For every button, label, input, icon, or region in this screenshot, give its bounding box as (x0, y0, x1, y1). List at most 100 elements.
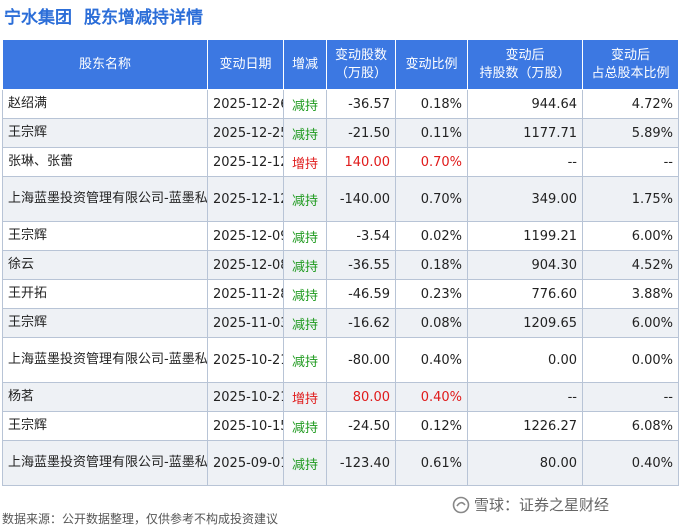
change-shares: -16.62 (326, 308, 396, 338)
change-ratio: 0.70% (395, 176, 468, 222)
after-shares: 349.00 (467, 176, 583, 222)
table-row: 杨茗 2025-10-21 增持 80.00 0.40% -- -- (2, 382, 679, 412)
after-pct: 6.00% (582, 221, 679, 251)
table-row: 赵绍满 2025-12-26 减持 -36.57 0.18% 944.64 4.72% (2, 89, 679, 119)
after-shares: 1209.65 (467, 308, 583, 338)
table-header-row: 股东名称 变动日期 增减 变动股数 （万股） 变动比例 变动后 持股数（万股） 变动… (2, 39, 679, 90)
after-shares: -- (467, 382, 583, 412)
table-row: 上海蓝墨投资管理有限公司-蓝墨私享8号私募证券投资基金2025-10-21减持-… (2, 337, 679, 383)
change-date: 2025-09-01 (207, 440, 284, 486)
shareholder-name: 王宗辉 (2, 118, 208, 148)
table-row: 上海蓝墨投资管理有限公司-蓝墨私享7号私募证券投资基金2025-12-12减持-… (2, 176, 679, 222)
data-source-note: 数据来源：公开数据整理，仅供参考不构成投资建议 (2, 512, 279, 526)
change-type: 减持 (283, 411, 327, 441)
after-pct: 6.00% (582, 308, 679, 338)
col-shareholder: 股东名称 (2, 39, 208, 90)
change-ratio: 0.23% (395, 279, 468, 309)
change-shares: -3.54 (326, 221, 396, 251)
change-date: 2025-10-15 (207, 411, 284, 441)
after-pct: 5.89% (582, 118, 679, 148)
change-date: 2025-11-28 (207, 279, 284, 309)
change-date: 2025-12-12 (207, 176, 284, 222)
after-pct: 0.00% (582, 337, 679, 383)
shareholder-name: 杨茗 (2, 382, 208, 412)
change-type: 减持 (283, 176, 327, 222)
change-shares: -123.40 (326, 440, 396, 486)
change-date: 2025-10-21 (207, 382, 284, 412)
shareholder-name: 赵绍满 (2, 89, 208, 119)
change-shares: -36.57 (326, 89, 396, 119)
change-type: 减持 (283, 279, 327, 309)
after-pct: 6.08% (582, 411, 679, 441)
change-date: 2025-12-26 (207, 89, 284, 119)
change-type: 减持 (283, 118, 327, 148)
change-type: 减持 (283, 308, 327, 338)
after-pct: 4.52% (582, 250, 679, 280)
shareholder-name: 上海蓝墨投资管理有限公司-蓝墨私享7号私募证券投资基金 (2, 176, 208, 222)
shareholder-name: 张琳、张蕾 (2, 147, 208, 177)
page-title: 股东增减持详情 (84, 7, 203, 28)
watermark: 雪球：证券之星财经 (452, 494, 609, 515)
change-date: 2025-12-08 (207, 250, 284, 280)
change-ratio: 0.12% (395, 411, 468, 441)
change-ratio: 0.40% (395, 382, 468, 412)
table-row: 王宗辉 2025-12-09 减持 -3.54 0.02% 1199.21 6.00% (2, 221, 679, 251)
change-ratio: 0.02% (395, 221, 468, 251)
change-type: 减持 (283, 89, 327, 119)
after-pct: -- (582, 147, 679, 177)
after-shares: 0.00 (467, 337, 583, 383)
shareholder-name: 王开拓 (2, 279, 208, 309)
shareholder-name: 王宗辉 (2, 221, 208, 251)
change-type: 减持 (283, 337, 327, 383)
after-shares: 776.60 (467, 279, 583, 309)
change-ratio: 0.08% (395, 308, 468, 338)
change-type: 减持 (283, 250, 327, 280)
col-ratio: 变动比例 (395, 39, 468, 90)
holding-change-table: 股东名称 变动日期 增减 变动股数 （万股） 变动比例 变动后 持股数（万股） 变动… (2, 39, 679, 486)
after-shares: 1199.21 (467, 221, 583, 251)
shareholder-name: 上海蓝墨投资管理有限公司-蓝墨私享8号私募证券投资基金 (2, 337, 208, 383)
after-pct: 1.75% (582, 176, 679, 222)
change-ratio: 0.61% (395, 440, 468, 486)
change-type: 减持 (283, 440, 327, 486)
shareholder-name: 徐云 (2, 250, 208, 280)
shareholder-name: 上海蓝墨投资管理有限公司-蓝墨私享8号私募证券投资基金 (2, 440, 208, 486)
change-type: 增持 (283, 382, 327, 412)
col-after-shares: 变动后 持股数（万股） (467, 39, 583, 90)
table-row: 王宗辉 2025-11-03 减持 -16.62 0.08% 1209.65 6.00% (2, 308, 679, 338)
change-ratio: 0.70% (395, 147, 468, 177)
change-ratio: 0.18% (395, 89, 468, 119)
watermark-text: 雪球：证券之星财经 (474, 496, 610, 514)
page-header: 宁水集团 股东增减持详情 (0, 0, 680, 30)
after-shares: 1177.71 (467, 118, 583, 148)
table-row: 上海蓝墨投资管理有限公司-蓝墨私享8号私募证券投资基金2025-09-01减持-… (2, 440, 679, 486)
table-row: 王开拓 2025-11-28 减持 -46.59 0.23% 776.60 3.88% (2, 279, 679, 309)
change-shares: -80.00 (326, 337, 396, 383)
change-date: 2025-10-21 (207, 337, 284, 383)
shareholder-name: 王宗辉 (2, 308, 208, 338)
change-shares: -46.59 (326, 279, 396, 309)
after-pct: 0.40% (582, 440, 679, 486)
table-row: 王宗辉 2025-10-15 减持 -24.50 0.12% 1226.27 6.08% (2, 411, 679, 441)
after-shares: -- (467, 147, 583, 177)
table-row: 张琳、张蕾 2025-12-12 增持 140.00 0.70% -- -- (2, 147, 679, 177)
change-ratio: 0.18% (395, 250, 468, 280)
change-shares: 80.00 (326, 382, 396, 412)
change-ratio: 0.40% (395, 337, 468, 383)
change-type: 增持 (283, 147, 327, 177)
after-pct: 3.88% (582, 279, 679, 309)
change-shares: 140.00 (326, 147, 396, 177)
after-shares: 904.30 (467, 250, 583, 280)
change-type: 减持 (283, 221, 327, 251)
after-shares: 944.64 (467, 89, 583, 119)
after-pct: -- (582, 382, 679, 412)
col-type: 增减 (283, 39, 327, 90)
col-shares: 变动股数 （万股） (326, 39, 396, 90)
change-ratio: 0.11% (395, 118, 468, 148)
after-shares: 1226.27 (467, 411, 583, 441)
change-shares: -36.55 (326, 250, 396, 280)
after-shares: 80.00 (467, 440, 583, 486)
col-date: 变动日期 (207, 39, 284, 90)
change-date: 2025-12-25 (207, 118, 284, 148)
snowball-logo-icon (452, 496, 470, 513)
